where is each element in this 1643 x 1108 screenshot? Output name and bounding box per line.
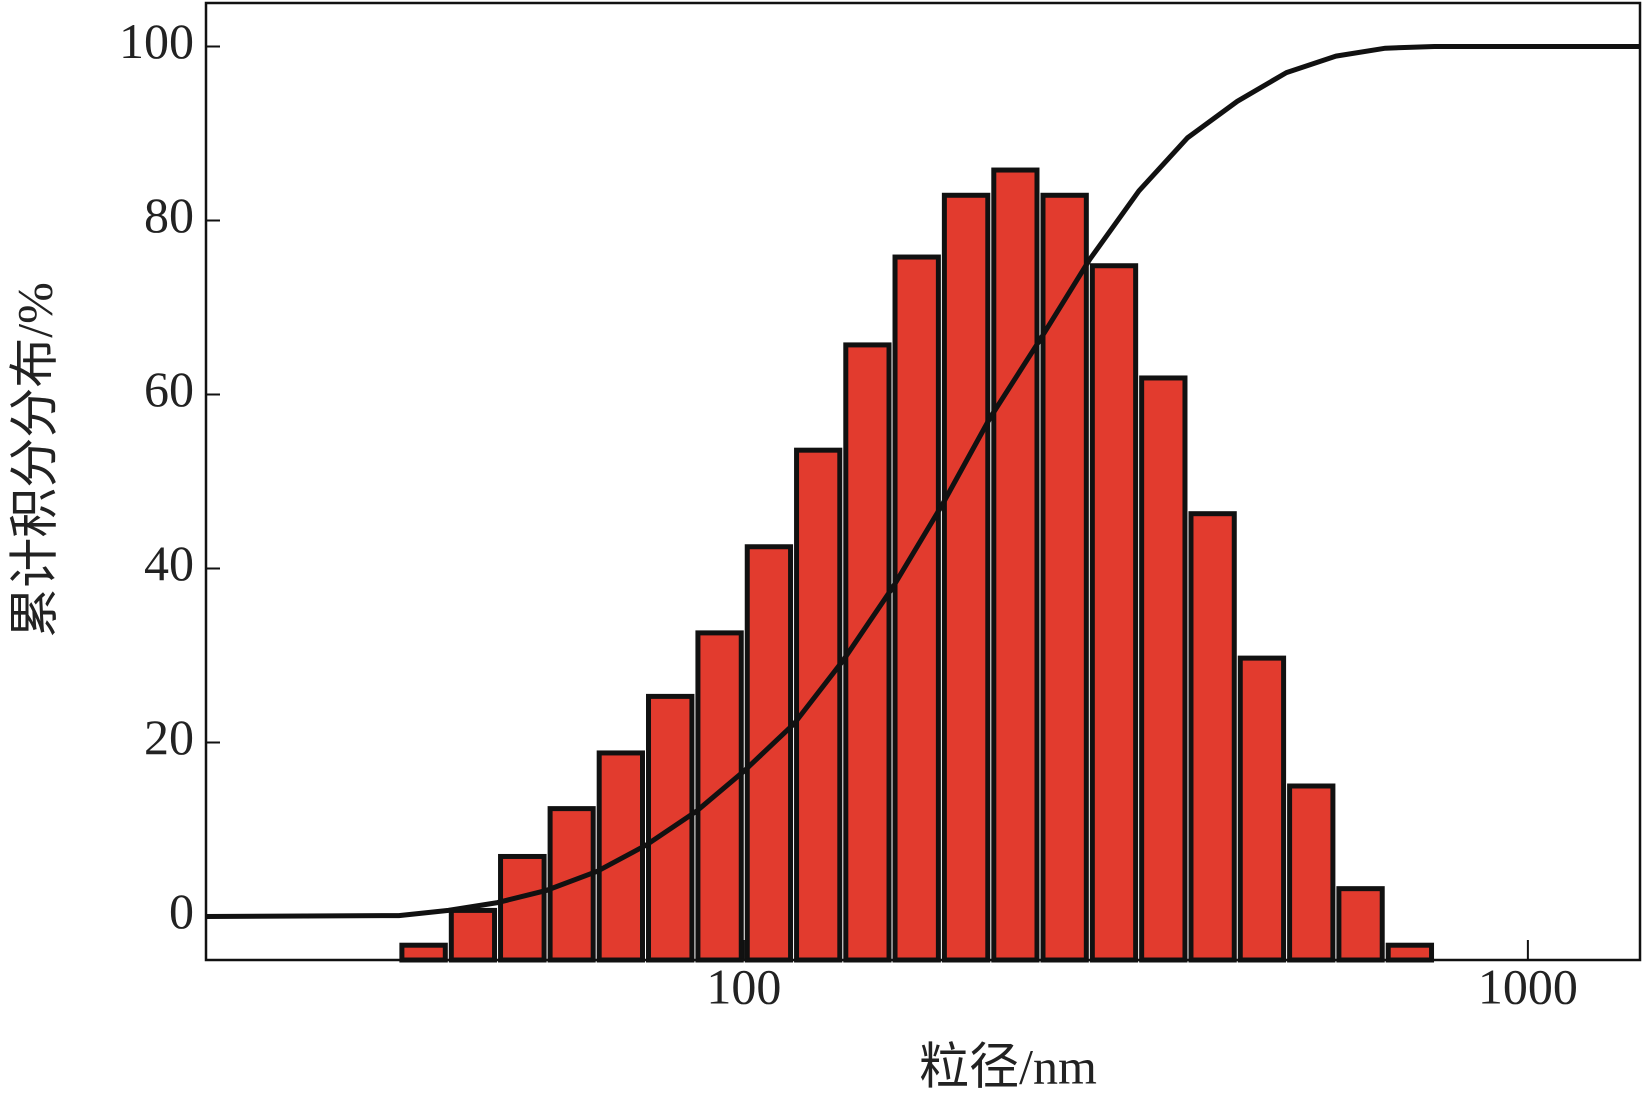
bar: [1237, 655, 1287, 963]
bar: [1040, 192, 1089, 963]
bar: [695, 630, 744, 963]
bar: [794, 447, 843, 963]
bar: [1287, 783, 1336, 963]
y-axis-label: 累计积分分布/%: [6, 282, 62, 638]
bar: [892, 254, 941, 963]
bar: [941, 192, 991, 963]
x-tick-label: 100: [706, 958, 781, 1014]
y-tick-label: 100: [119, 13, 194, 69]
y-tick-label: 60: [144, 361, 194, 417]
x-axis-label: 粒径/nm: [919, 1038, 1097, 1094]
bar: [744, 544, 794, 963]
bar: [399, 942, 448, 963]
bar: [843, 342, 892, 963]
plot-frame: [204, 1, 1642, 962]
cumulative-line: [205, 44, 1640, 919]
bar: [498, 853, 547, 963]
bar: [1385, 942, 1435, 963]
bar: [991, 167, 1040, 963]
y-tick-label: 40: [144, 535, 194, 591]
y-tick-label: 20: [144, 709, 194, 765]
bar: [1089, 263, 1139, 963]
bar: [1139, 375, 1188, 963]
x-tick-label: 1000: [1478, 958, 1578, 1014]
bar: [448, 907, 498, 963]
y-tick-label: 80: [144, 187, 194, 243]
bar: [1336, 886, 1385, 963]
bar: [1188, 511, 1237, 963]
y-tick-label: 0: [169, 883, 194, 939]
